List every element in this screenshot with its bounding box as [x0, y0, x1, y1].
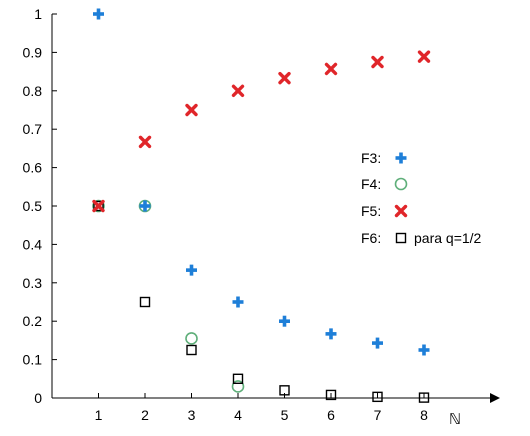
axes: ℕ [52, 14, 500, 428]
data-point [326, 328, 337, 339]
series-circle [93, 201, 244, 392]
legend-item: F6: para q=1/2 [361, 230, 482, 246]
y-tick-label: 0.2 [23, 313, 43, 329]
x-tick-label: 8 [420, 407, 428, 423]
data-point [372, 338, 383, 349]
data-point [94, 202, 103, 211]
legend-item: F5: [361, 203, 406, 219]
data-point [186, 333, 197, 344]
legend-suffix: para q=1/2 [414, 230, 482, 246]
legend-label: F5: [361, 203, 381, 219]
y-tick-label: 0.9 [23, 44, 43, 60]
legend-marker [397, 234, 406, 243]
y-tick-label: 0.8 [23, 83, 43, 99]
data-point [141, 137, 150, 146]
data-point [280, 74, 289, 83]
x-tick-label: 2 [141, 407, 149, 423]
legend-label: F6: [361, 230, 381, 246]
x-tick-label: 1 [95, 407, 103, 423]
x-tick-label: 4 [234, 407, 242, 423]
legend-label: F3: [361, 150, 381, 166]
x-tick-label: 6 [327, 407, 335, 423]
x-axis-arrow-icon [490, 393, 500, 403]
legend-item: F3: [361, 150, 407, 166]
x-tick-label: 5 [281, 407, 289, 423]
y-tick-label: 0.4 [23, 236, 43, 252]
y-tick-label: 0.7 [23, 121, 43, 137]
x-tick-label: 3 [188, 407, 196, 423]
legend: F3: F4: F5: F6: para q=1/2 [361, 150, 482, 246]
data-point [187, 346, 196, 355]
legend-marker [396, 153, 407, 164]
y-tick-label: 0.1 [23, 352, 43, 368]
data-point [93, 9, 104, 20]
y-tick-label: 0.5 [23, 198, 43, 214]
y-tick-label: 0.6 [23, 160, 43, 176]
x-tick-label: 7 [374, 407, 382, 423]
legend-marker [396, 179, 407, 190]
x-axis-label: ℕ [449, 411, 461, 428]
legend-label: F4: [361, 176, 381, 192]
data-point [186, 265, 197, 276]
data-point [373, 58, 382, 67]
data-point [419, 345, 430, 356]
y-tick-label: 0.3 [23, 275, 43, 291]
data-point [187, 106, 196, 115]
data-point [233, 297, 244, 308]
data-point [234, 86, 243, 95]
data-point [141, 298, 150, 307]
data-point [420, 52, 429, 61]
y-tick-label: 1 [34, 6, 42, 22]
data-point [327, 64, 336, 73]
data-point [279, 316, 290, 327]
legend-marker [397, 207, 406, 216]
legend-item: F4: [361, 176, 407, 192]
y-tick-label: 0 [34, 390, 42, 406]
